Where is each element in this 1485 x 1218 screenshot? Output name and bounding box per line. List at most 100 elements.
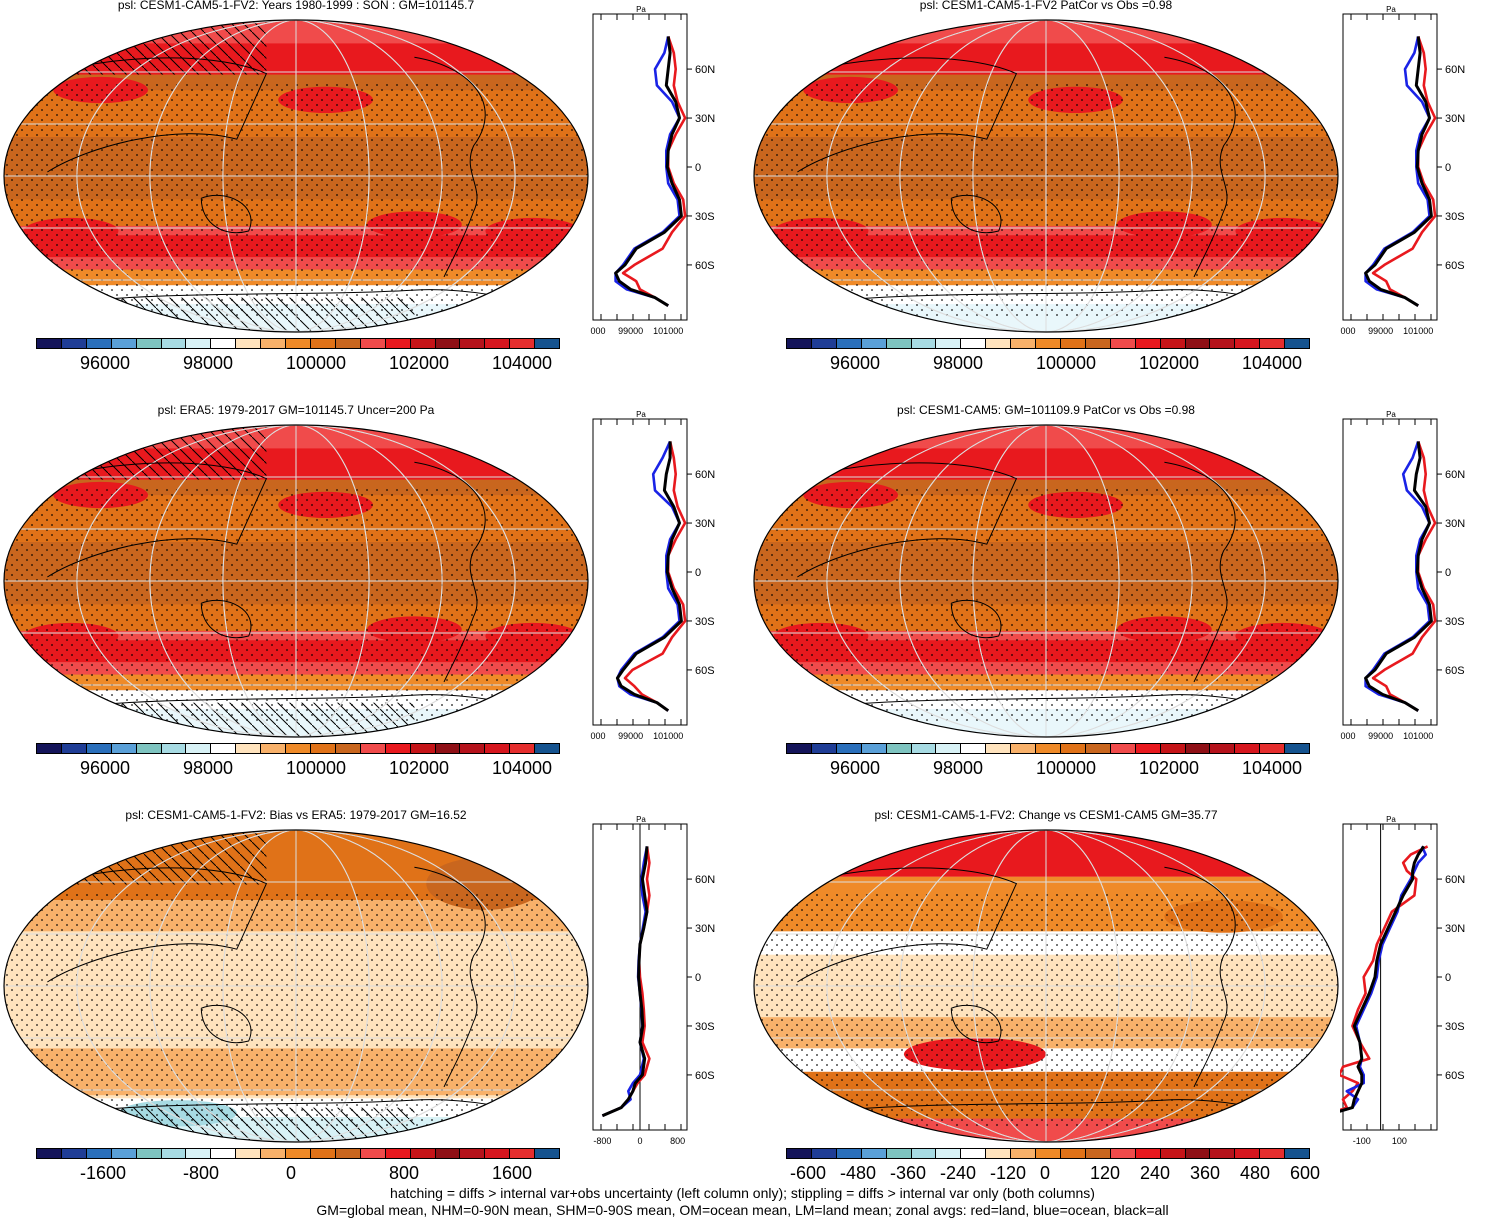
zonal-lat-label: 60S [1445,1070,1465,1082]
zonal-tick-label: 101000 [653,326,683,336]
coastline [1164,461,1236,683]
colorbar-swatch [811,339,837,348]
map-p2 [753,19,1339,333]
colorbar-swatch [485,1149,511,1158]
colorbar-swatch [136,1149,162,1158]
colorbar-label: 100000 [1036,758,1097,778]
colorbar-label: 480 [1240,1163,1271,1183]
colorbar-swatch [1235,1149,1261,1158]
zonal-tick-label: 101000 [1403,326,1433,336]
zonal-line-land [1371,35,1437,307]
colorbar-swatch [911,744,937,753]
colorbar-swatch [811,1149,837,1158]
coastline [29,57,268,173]
zonal-tick-label: 99000 [618,731,643,741]
colorbar-label: 0 [1040,1163,1051,1183]
zonal-line-all [1340,845,1426,1113]
colorbar-swatch [111,1149,137,1158]
zonal-lat-label: 30S [1445,616,1465,628]
zonal-line-land [623,441,687,712]
colorbar-swatch [911,339,937,348]
colorbar-swatch [1135,1149,1161,1158]
colorbar-swatch [787,744,812,753]
coastline [29,462,268,578]
colorbar-label: 102000 [1139,353,1200,373]
panel-title: psl: CESM1-CAM5-1-FV2: Change vs CESM1-C… [874,808,1218,822]
colorbar [36,1148,560,1159]
coastline [950,599,1002,639]
zonal-lat-label: 60N [1445,469,1465,481]
zonal-lat-label: 60S [695,1070,715,1082]
colorbar-swatch [335,1149,361,1158]
colorbar-label: 120 [1090,1163,1121,1183]
zonal-line-ocean [1340,845,1427,1113]
zonal-unit: Pa [636,410,646,419]
colorbar-swatch [61,1149,87,1158]
colorbar-swatch [1210,1149,1236,1158]
colorbar-label: 100000 [286,758,347,778]
colorbar-swatch [286,339,311,348]
colorbar-swatch [1210,339,1236,348]
colorbar-label: 1600 [492,1163,533,1183]
colorbar-label: 104000 [492,353,553,373]
colorbar-label: 98000 [933,353,984,373]
colorbar-swatch [886,339,912,348]
zonal-lat-label: 30S [695,616,715,628]
colorbar-swatch [261,1149,287,1158]
zonal-tick-label: 800 [670,1136,685,1146]
panel-title: psl: CESM1-CAM5-1-FV2: Years 1980-1999 :… [117,0,475,12]
colorbar-swatch [261,339,287,348]
colorbar-swatch [961,339,987,348]
coastline [1164,866,1236,1088]
colorbar-label: -240 [940,1163,977,1183]
colorbar-swatch [161,744,187,753]
zonal-tick-label: -100 [1353,1136,1371,1146]
zonal-tick-label: 99000 [1368,731,1393,741]
map-p3 [3,424,589,738]
colorbar-swatch [385,1149,411,1158]
panel-title: psl: CESM1-CAM5-1-FV2: Bias vs ERA5: 197… [125,808,467,822]
colorbar-swatch [460,339,486,348]
colorbar-swatch [1060,744,1086,753]
zonal-tick-label: -800 [593,1136,611,1146]
colorbar-swatch [435,1149,461,1158]
zonal-unit: Pa [1386,815,1396,824]
colorbar-swatch [111,744,137,753]
colorbar-swatch [310,1149,336,1158]
coastline [414,461,486,683]
colorbar-swatch [1160,339,1186,348]
colorbar-swatch [1185,1149,1211,1158]
colorbar [36,338,560,349]
colorbar-swatch [211,744,237,753]
colorbar-swatch [861,339,887,348]
coastline [200,599,252,639]
colorbar-swatch [961,744,987,753]
colorbar-swatch [236,744,262,753]
map-p5 [3,829,589,1143]
colorbar-swatch [510,744,536,753]
colorbar-swatch [335,744,361,753]
colorbar [786,338,1310,349]
colorbar-swatch [460,744,486,753]
colorbar-swatch [811,744,837,753]
colorbar-swatch [1060,1149,1086,1158]
colorbar [786,1148,1310,1159]
colorbar-swatch [1260,339,1286,348]
colorbar-swatch [1260,1149,1286,1158]
colorbar-swatch [1235,744,1261,753]
colorbar-swatch [310,339,336,348]
zonal-lat-label: 0 [1445,567,1451,579]
colorbar-swatch [1285,1149,1310,1158]
zonal-lat-label: 60N [695,64,715,76]
colorbar-label: 98000 [933,758,984,778]
zonal-lat-label: 30S [1445,211,1465,223]
colorbar-swatch [986,744,1012,753]
colorbar-swatch [261,744,287,753]
colorbar-swatch [86,744,112,753]
colorbar-label: -480 [840,1163,877,1183]
zonal-line-ocean [614,36,681,307]
zonal-plot-p5: Pa 60N 30N 0 30S 60S -800 0 800 [592,815,715,1146]
colorbar-swatch [136,339,162,348]
zonal-lat-label: 60N [1445,874,1465,886]
colorbar-swatch [1011,1149,1037,1158]
